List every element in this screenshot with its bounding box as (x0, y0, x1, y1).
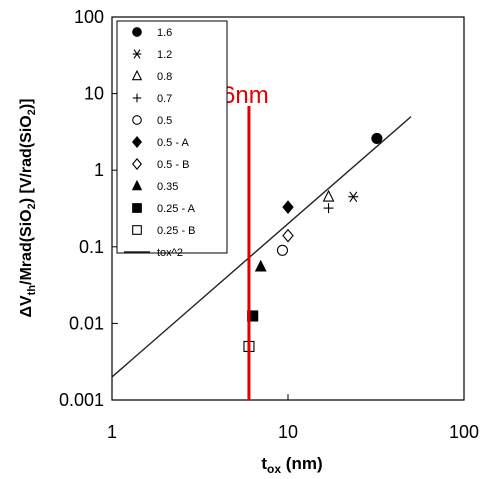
x-axis-title-sub: ox (267, 462, 281, 476)
y-tick-label: 10 (84, 84, 104, 104)
legend-label: 0.35 (157, 181, 178, 193)
legend-marker (131, 135, 143, 149)
legend-label: 1.2 (157, 49, 172, 61)
legend-label: 1.6 (157, 27, 172, 39)
annotation-group: 6nm (222, 82, 269, 400)
fit-line-group (111, 116, 412, 378)
data-point (371, 132, 383, 144)
legend-marker (132, 93, 142, 103)
x-axis-title: tox (nm) (261, 454, 322, 476)
legend-box (116, 20, 228, 254)
legend-label: 0.5 - B (157, 159, 189, 171)
legend-marker (131, 157, 143, 171)
x-tick-label: 1 (107, 422, 117, 442)
annotation-label: 6nm (222, 82, 269, 109)
data-point (323, 203, 334, 214)
legend-marker (131, 69, 143, 81)
legend-label: 0.5 (157, 115, 172, 127)
x-tick-label: 100 (449, 422, 479, 442)
data-point (276, 244, 289, 256)
y-axis-title-sub-2a: 2 (26, 203, 38, 209)
y-tick-label: 0.001 (59, 390, 104, 410)
legend-label: 0.25 - B (157, 225, 196, 237)
y-tick-label: 1 (94, 160, 104, 180)
x-tick-label: 10 (278, 422, 298, 442)
legend-marker (131, 179, 143, 191)
legend-label: 0.7 (157, 93, 172, 105)
data-markers (243, 132, 383, 353)
fit-line-tox2 (111, 116, 412, 378)
legend-label: 0.5 - A (157, 137, 189, 149)
data-point (282, 228, 294, 243)
legend-marker (132, 115, 142, 125)
legend-label: tox^2 (157, 247, 183, 259)
y-tick-label: 100 (74, 7, 104, 27)
y-tick-label: 0.1 (79, 237, 104, 257)
axis-ticks: 1 10 100 0.001 0.01 0.1 1 10 100 (59, 7, 479, 442)
data-point (282, 200, 294, 214)
y-axis-title-delta: ΔV (18, 295, 35, 318)
y-axis-title-sub-th: th (26, 285, 38, 296)
legend-label: 0.25 - A (157, 203, 196, 215)
x-axis-title-main: t (261, 454, 267, 473)
legend: 1.6 1.2 0.8 0.7 0.5 0.5 - A 0.5 - B 0.35 0.25 - … (124, 27, 196, 259)
y-axis-title-mid: /Mrad(SiO (18, 209, 35, 285)
legend-marker (132, 203, 142, 213)
data-point (348, 191, 359, 203)
data-point (254, 259, 267, 272)
y-axis-title-end: )] (18, 98, 35, 109)
legend-marker (132, 27, 142, 37)
legend-label: 0.8 (157, 71, 172, 83)
legend-marker (132, 225, 142, 235)
data-point (322, 189, 335, 202)
legend-marker (132, 49, 142, 59)
y-axis-title-sub-2b: 2 (26, 109, 38, 115)
y-axis-title: ΔVth/Mrad(SiO2) [V/rad(SiO2)] (18, 98, 38, 317)
x-axis-title-unit: (nm) (281, 454, 323, 473)
y-axis-title-mid2: ) [V/rad(SiO (18, 115, 35, 203)
y-tick-label: 0.01 (69, 313, 104, 333)
